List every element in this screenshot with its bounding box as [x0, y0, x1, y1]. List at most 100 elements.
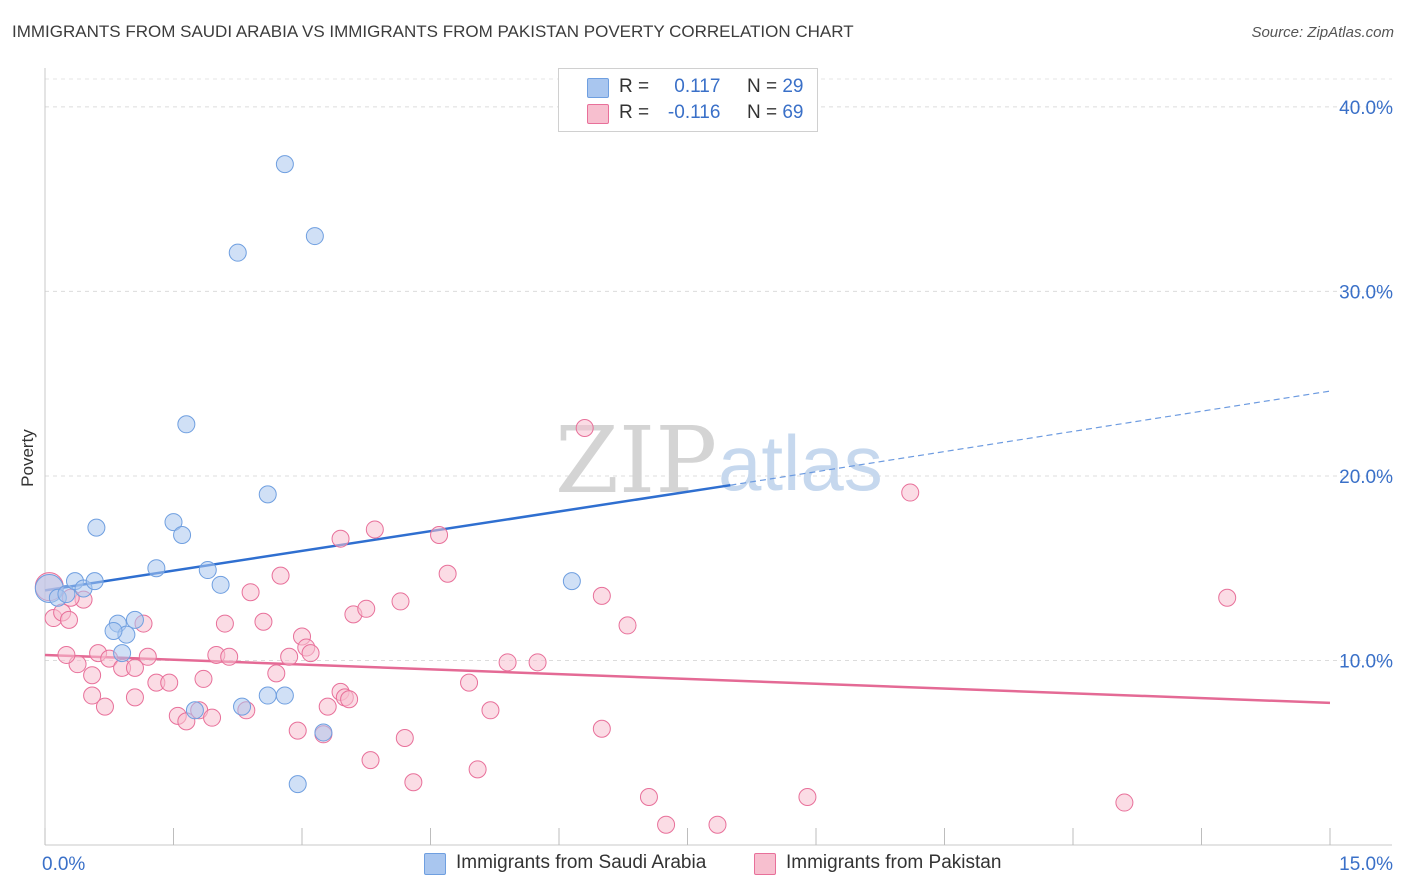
point-pakistan [125, 658, 144, 677]
point-pakistan [215, 614, 234, 633]
point-pakistan [271, 566, 290, 585]
point-pakistan [528, 653, 547, 672]
point-pakistan [301, 644, 320, 663]
point-pakistan [438, 564, 457, 583]
chart-title: IMMIGRANTS FROM SAUDI ARABIA VS IMMIGRAN… [12, 22, 854, 41]
point-pakistan [498, 653, 517, 672]
watermark-atlas: atlas [718, 419, 883, 507]
legend-text-saudi-arabia: R = 0.117 N = 29 [619, 76, 803, 98]
point-saudi-arabia [173, 526, 192, 544]
point-saudi-arabia [314, 723, 333, 742]
point-saudi-arabia [258, 686, 277, 705]
point-pakistan [203, 708, 222, 727]
trend-line-saudi-arabia [44, 483, 731, 592]
point-pakistan [59, 610, 78, 629]
point-pakistan [592, 586, 611, 605]
point-pakistan [340, 690, 359, 709]
point-saudi-arabia [125, 610, 144, 629]
point-pakistan [365, 520, 384, 539]
point-saudi-arabia [177, 415, 196, 434]
trend-line-pakistan [44, 653, 1331, 705]
point-pakistan [395, 728, 414, 747]
point-pakistan [1218, 588, 1237, 607]
bottom-legend-swatch-pakistan [754, 853, 776, 875]
bottom-legend-label-pakistan: Immigrants from Pakistan [786, 852, 1002, 873]
point-pakistan [460, 673, 479, 692]
bottom-legend-swatch-saudi-arabia [424, 853, 446, 875]
point-pakistan [288, 721, 307, 740]
point-pakistan [404, 773, 423, 792]
point-saudi-arabia [288, 775, 307, 794]
gridlines [45, 78, 1392, 661]
tick-labels: 10.0% 20.0% 30.0% 40.0% 0.0% 15.0% [42, 98, 1393, 875]
x-tick-label: 0.0% [42, 854, 85, 875]
correlation-legend: R = 0.117 N = 29 R = -0.116 N = 69 [558, 68, 818, 132]
point-saudi-arabia [258, 485, 277, 504]
point-pakistan [639, 788, 658, 807]
point-pakistan [125, 688, 144, 707]
n-label: N = [746, 76, 778, 97]
point-pakistan [361, 751, 380, 770]
point-pakistan [901, 483, 920, 502]
point-saudi-arabia [228, 243, 247, 262]
point-pakistan [391, 592, 410, 611]
point-saudi-arabia [113, 644, 132, 663]
point-saudi-arabia [185, 701, 204, 720]
y-tick-label: 30.0% [1339, 282, 1393, 303]
point-saudi-arabia [147, 559, 166, 578]
point-pakistan [575, 418, 594, 437]
point-pakistan [798, 788, 817, 807]
point-pakistan [708, 815, 727, 834]
legend-swatch-saudi-arabia [587, 78, 609, 98]
point-pakistan [83, 686, 102, 705]
point-saudi-arabia [233, 697, 252, 716]
point-saudi-arabia [87, 518, 106, 537]
point-pakistan [160, 673, 179, 692]
point-saudi-arabia [275, 686, 294, 705]
x-tick-label: 15.0% [1339, 854, 1393, 875]
point-pakistan [331, 529, 350, 548]
point-pakistan [657, 815, 676, 834]
r-value: 0.117 [674, 76, 721, 97]
point-pakistan [318, 697, 337, 716]
point-pakistan [83, 666, 102, 685]
n-value: 29 [782, 76, 804, 97]
y-tick-label: 40.0% [1339, 98, 1393, 119]
point-saudi-arabia [275, 155, 294, 174]
n-label: N = [746, 102, 778, 123]
point-saudi-arabia [104, 621, 123, 640]
y-tick-label: 20.0% [1339, 467, 1393, 488]
point-saudi-arabia [85, 572, 104, 591]
watermark: ZIP atlas [555, 407, 883, 514]
point-saudi-arabia [164, 513, 183, 532]
point-pakistan [468, 760, 487, 779]
point-pakistan [57, 645, 76, 664]
point-saudi-arabia [305, 227, 324, 246]
point-pakistan [618, 616, 637, 635]
data-points [34, 155, 1237, 834]
r-label: R = [619, 102, 650, 123]
point-pakistan [280, 647, 299, 666]
point-pakistan [430, 526, 449, 544]
n-value: 69 [782, 102, 804, 123]
source-label: Source: ZipAtlas.com [1251, 24, 1394, 41]
axes [44, 68, 1392, 846]
legend-text-pakistan: R = -0.116 N = 69 [619, 102, 803, 124]
point-pakistan [267, 664, 286, 683]
point-pakistan [194, 669, 213, 688]
point-pakistan [592, 719, 611, 738]
point-pakistan [220, 647, 239, 666]
point-saudi-arabia [562, 572, 581, 591]
point-pakistan [481, 701, 500, 720]
bottom-legend-label-saudi-arabia: Immigrants from Saudi Arabia [456, 852, 707, 873]
y-tick-label: 10.0% [1339, 651, 1393, 672]
trend-line-saudi-arabia-extension [730, 390, 1331, 486]
point-pakistan [241, 583, 260, 602]
point-pakistan [1115, 793, 1134, 812]
r-label: R = [619, 76, 650, 97]
point-pakistan [357, 599, 376, 618]
point-saudi-arabia [211, 575, 230, 594]
legend-swatch-pakistan [587, 104, 609, 124]
point-pakistan [95, 697, 114, 716]
